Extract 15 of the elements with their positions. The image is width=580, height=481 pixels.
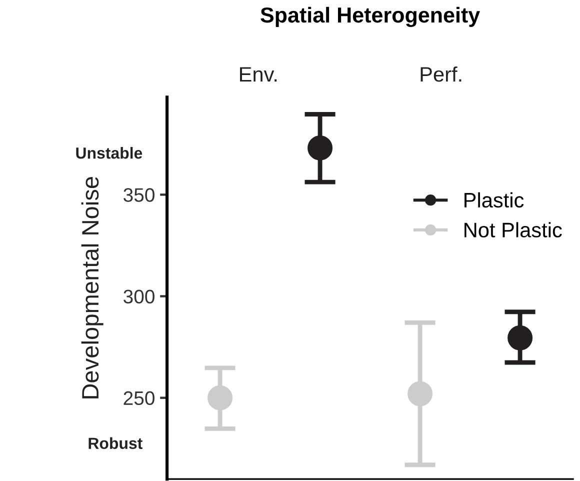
legend-label: Plastic [464, 192, 524, 208]
y-axis-title: Developmental Noise [81, 176, 104, 398]
text: Perf. [420, 66, 462, 82]
chart-title: Spatial Heterogeneity [260, 6, 480, 28]
legend-label: Not Plastic [464, 222, 562, 238]
point [208, 385, 233, 410]
point [508, 325, 533, 350]
point [308, 135, 333, 160]
text: Env. [240, 67, 277, 82]
y-tick-label: 350 [124, 188, 154, 202]
y-tick-label: 250 [124, 391, 154, 406]
text: Unstable [76, 147, 142, 159]
text: Robust [88, 437, 142, 449]
point [408, 381, 433, 406]
y-tick-label: 300 [124, 290, 154, 304]
